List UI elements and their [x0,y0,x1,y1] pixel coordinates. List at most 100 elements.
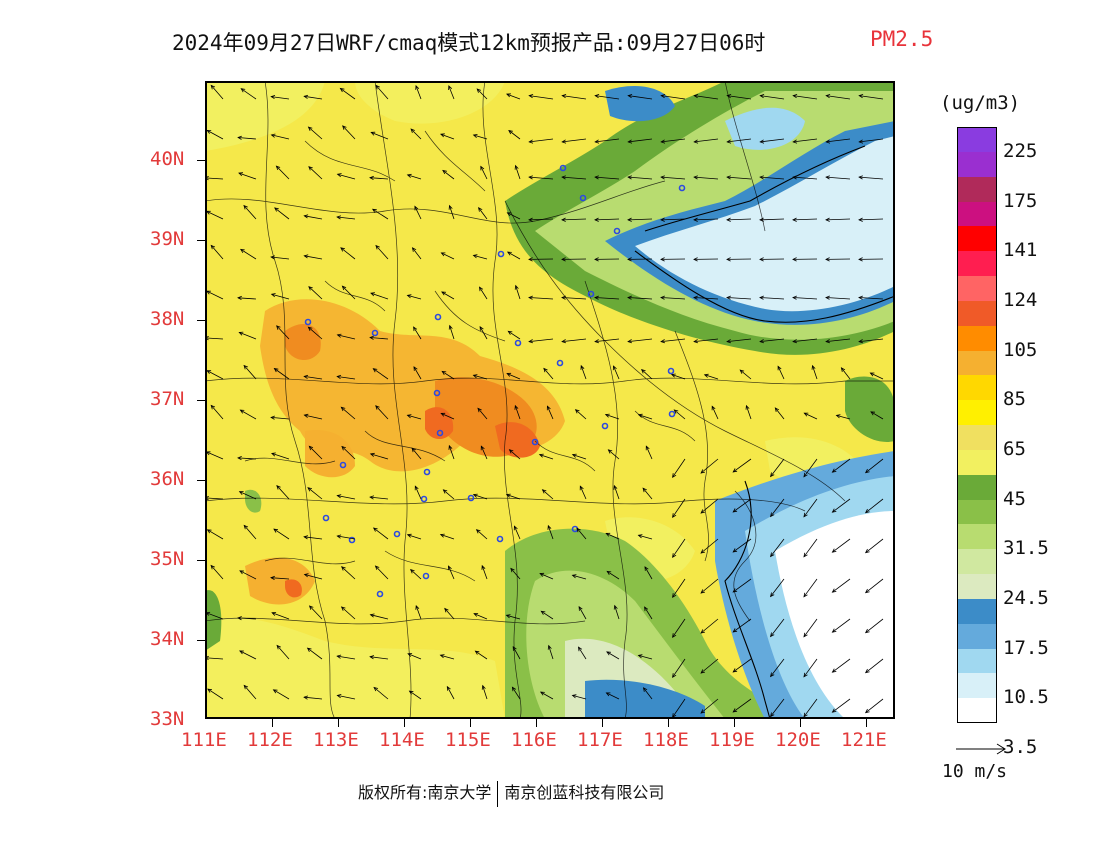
lon-tick [470,719,471,727]
wind-vector-head [858,217,863,222]
wind-vector-head [448,204,453,210]
wind-vector-head [792,295,797,300]
wind-vector-head [660,94,666,99]
wind-vector [859,138,884,143]
wind-vector-head [770,632,775,638]
wind-vector [341,606,356,620]
wind-vector-head [732,508,738,513]
wind-vector [704,374,719,380]
wind-vector [340,247,356,260]
wind-vector [643,687,653,700]
wind-vector [700,698,719,714]
wind-vector-head [576,527,581,533]
wind-vector [547,525,554,540]
wind-vector-head [792,175,797,180]
wind-vector [732,538,752,553]
wind-vector-head [864,588,870,594]
wind-vector [412,247,422,260]
wind-vector-head [369,613,375,618]
wind-vector-head [415,605,420,610]
wind-vector-head [510,567,515,573]
wind-vector [836,415,851,420]
wind-vector-head [207,688,212,693]
legend-label: 141 [1003,239,1038,262]
wind-vector-head [406,294,412,299]
wind-vector-head [803,672,808,678]
wind-vector [548,645,554,660]
wind-vector-head [637,534,643,539]
wind-vector [859,95,884,100]
wind-vector-head [478,286,484,292]
wind-vector-head [271,612,277,616]
wind-vector-head [415,85,420,90]
wind-vector-head [594,139,600,144]
wind-vector [271,417,290,420]
wind-vector-head [627,217,632,222]
wind-vector [304,215,323,220]
legend-bin [957,400,997,426]
wind-reference-label: 10 m/s [942,761,1008,782]
wind-vector [337,173,356,180]
wind-vector [644,606,653,620]
wind-vector-head [476,88,482,93]
wind-vector-head [406,414,412,419]
wind-vector-head [240,88,246,93]
wind-vector-head [307,126,313,131]
wind-vector [308,286,323,300]
wind-vector-head [505,614,511,619]
wind-vector-head [372,527,378,532]
lon-label: 119E [709,729,755,751]
wind-vector-head [672,673,677,678]
wind-vector-head [237,295,242,301]
wind-vector-head [207,370,212,375]
wind-vector-head [207,290,211,295]
wind-vector-head [479,325,484,331]
wind-vector-head [270,293,276,298]
wind-vector [672,658,686,678]
wind-vector [407,653,422,660]
wind-vector [529,138,554,143]
wind-vector-head [726,217,731,222]
wind-vector-head [207,529,212,534]
wind-vector-head [477,407,482,413]
lat-tick-38 [197,320,205,321]
wind-vector [276,485,290,500]
wind-vector-head [835,414,841,419]
wind-vector-head [700,709,705,714]
wind-vector [514,405,521,420]
wind-vector [770,498,785,517]
wind-vector [825,218,851,221]
wind-vector-head [238,172,244,177]
wind-vector-head [440,412,446,417]
wind-vector-head [594,175,599,180]
wind-vector [370,656,389,660]
wind-vector-head [340,406,346,412]
wind-vector [661,176,686,180]
wind-vector [441,371,455,380]
wind-vector-head [577,646,583,652]
wind-vector-head [341,285,347,291]
wind-vector [506,614,521,620]
wind-vector [638,414,653,420]
wind-vector-head [207,451,211,456]
wind-vector [342,125,356,140]
wind-vector [539,454,554,460]
wind-vector-head [539,691,545,696]
wind-vector [529,338,554,342]
wind-vector-head [627,295,632,300]
wind-vector [304,536,323,540]
wind-vector [803,498,818,517]
wind-vector [674,409,686,420]
wind-vector [473,613,488,620]
wind-vector [210,85,224,100]
wind-vector [865,578,884,594]
wind-vector-head [831,708,837,713]
wind-vector [482,685,488,700]
wind-vector-head [627,257,632,262]
wind-vector [342,285,356,300]
wind-vector-head [660,339,666,344]
legend-label: 3.5 [1003,735,1038,758]
wind-vector [694,138,719,143]
legend-label: 17.5 [1003,636,1049,659]
wind-vector [644,566,653,580]
